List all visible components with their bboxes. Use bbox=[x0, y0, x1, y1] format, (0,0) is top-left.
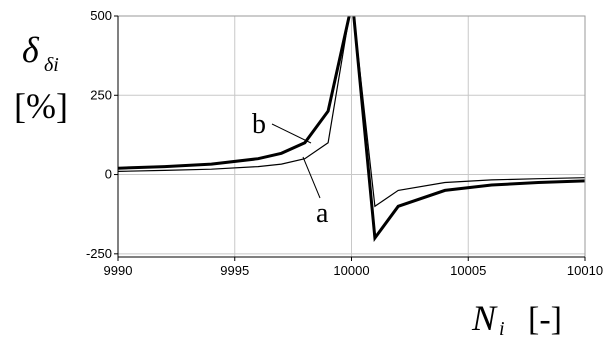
x-axis-subscript: i bbox=[499, 318, 505, 338]
annotation-label-b: b bbox=[252, 109, 266, 140]
y-axis-unit: [%] bbox=[14, 86, 68, 126]
x-tick-label-3: 10005 bbox=[450, 263, 486, 278]
x-axis-unit: [-] bbox=[528, 301, 562, 338]
x-tick-label-1: 9995 bbox=[220, 263, 249, 278]
y-tick-label-3: 500 bbox=[90, 8, 112, 23]
x-tick-label-2: 10000 bbox=[333, 263, 369, 278]
x-axis-symbol: N bbox=[471, 298, 498, 338]
x-tick-label-0: 9990 bbox=[104, 263, 133, 278]
annotation-label-a: a bbox=[316, 198, 329, 229]
y-tick-label-0: -250 bbox=[86, 246, 112, 261]
y-tick-label-2: 250 bbox=[90, 87, 112, 102]
x-tick-label-4: 10010 bbox=[567, 263, 603, 278]
y-axis-subscript: δi bbox=[44, 54, 59, 76]
y-axis-symbol: δ bbox=[22, 30, 40, 70]
y-tick-label-1: 0 bbox=[105, 167, 112, 182]
